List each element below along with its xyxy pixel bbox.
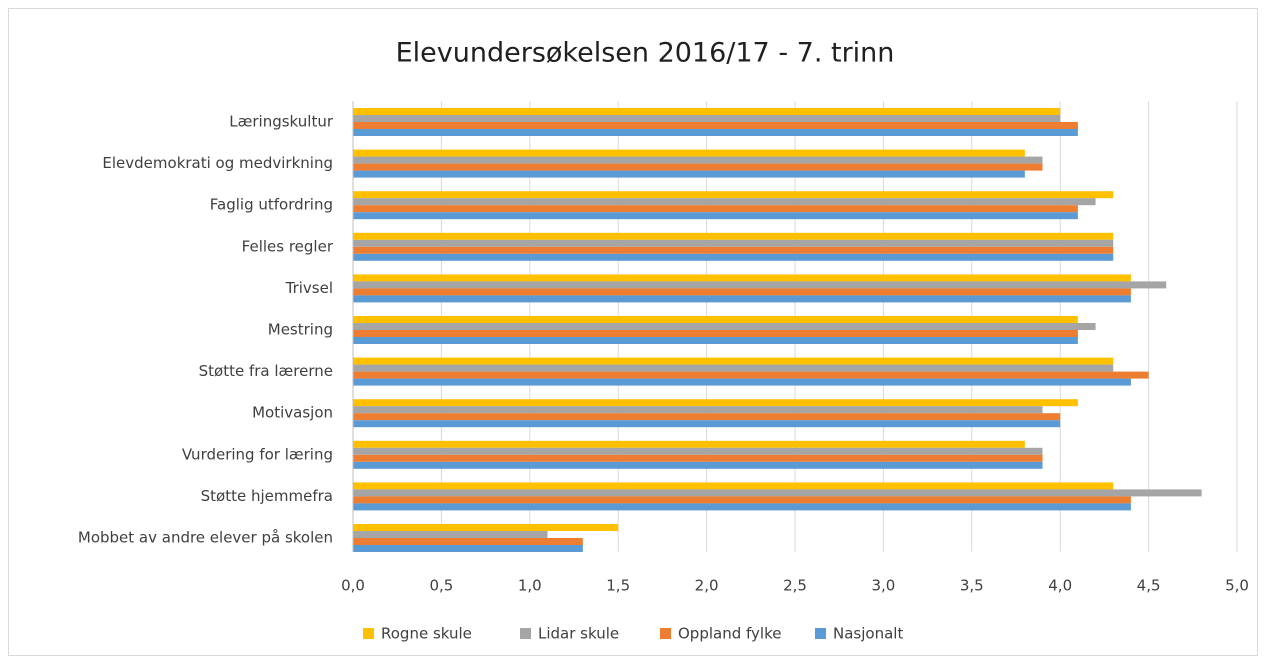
- bar: [353, 440, 1025, 448]
- chart-title: Elevundersøkelsen 2016/17 - 7. trinn: [396, 38, 895, 69]
- y-tick-label: Elevdemokrati og medvirkning: [102, 154, 333, 172]
- x-tick-label: 4,0: [1048, 577, 1072, 595]
- bar: [353, 246, 1114, 254]
- bar: [353, 274, 1131, 282]
- legend-swatch: [520, 628, 531, 639]
- bar: [353, 232, 1114, 240]
- x-tick-label: 4,5: [1137, 577, 1161, 595]
- x-tick-label: 2,5: [783, 577, 807, 595]
- bar: [353, 371, 1149, 379]
- bar: [353, 399, 1078, 407]
- bar: [353, 253, 1114, 261]
- y-tick-label: Mestring: [268, 321, 333, 339]
- y-tick-label: Vurdering for læring: [182, 445, 333, 463]
- x-tick-label: 2,0: [695, 577, 719, 595]
- y-tick-label: Støtte hjemmefra: [201, 487, 333, 505]
- bar: [353, 205, 1078, 213]
- bar: [353, 191, 1114, 199]
- legend-swatch: [660, 628, 671, 639]
- bar: [353, 288, 1131, 296]
- y-tick-label: Støtte fra lærerne: [199, 362, 333, 380]
- bar: [353, 413, 1061, 421]
- legend-label: Lidar skule: [538, 625, 619, 643]
- x-tick-label: 0,5: [429, 577, 453, 595]
- bar: [353, 454, 1043, 462]
- y-tick-label: Felles regler: [242, 237, 334, 255]
- x-tick-label: 0,0: [341, 577, 365, 595]
- bar: [353, 330, 1078, 337]
- bar: [353, 524, 619, 531]
- bar: [353, 503, 1131, 511]
- y-tick-label: Læringskultur: [229, 113, 334, 131]
- bar: [353, 357, 1114, 365]
- bar: [353, 531, 548, 538]
- x-tick-label: 3,0: [871, 577, 895, 595]
- bar: [353, 378, 1131, 386]
- bar: [353, 406, 1043, 414]
- legend-label: Rogne skule: [381, 625, 472, 643]
- legend-swatch: [363, 628, 374, 639]
- y-tick-label: Mobbet av andre elever på skolen: [78, 529, 333, 547]
- bar: [353, 239, 1114, 247]
- bar: [353, 115, 1061, 122]
- bar: [353, 482, 1114, 490]
- legend-label: Nasjonalt: [833, 625, 903, 643]
- bar: [353, 198, 1096, 206]
- bar: [353, 420, 1061, 428]
- bar: [353, 316, 1078, 323]
- y-tick-label: Faglig utfordring: [210, 196, 333, 214]
- bar: [353, 447, 1043, 455]
- bar: [353, 337, 1078, 344]
- bar: [353, 129, 1078, 136]
- x-tick-label: 5,0: [1225, 577, 1249, 595]
- bar: [353, 489, 1202, 497]
- bar: [353, 281, 1167, 289]
- legend-swatch: [815, 628, 826, 639]
- bar: [353, 149, 1025, 157]
- legend-label: Oppland fylke: [678, 625, 781, 643]
- bar: [353, 212, 1078, 220]
- x-tick-label: 1,0: [518, 577, 542, 595]
- x-tick-label: 1,5: [606, 577, 630, 595]
- bar: [353, 538, 583, 545]
- y-tick-label: Trivsel: [285, 279, 333, 297]
- bar: [353, 545, 583, 552]
- bar: [353, 496, 1131, 504]
- bar: [353, 364, 1114, 372]
- bar: [353, 122, 1078, 129]
- bar: [353, 170, 1025, 178]
- bar: [353, 156, 1043, 164]
- bar: [353, 163, 1043, 171]
- bar: [353, 108, 1061, 115]
- bar: [353, 323, 1096, 330]
- bar: [353, 461, 1043, 469]
- bar: [353, 295, 1131, 303]
- x-tick-label: 3,5: [960, 577, 984, 595]
- y-tick-label: Motivasjon: [252, 404, 333, 422]
